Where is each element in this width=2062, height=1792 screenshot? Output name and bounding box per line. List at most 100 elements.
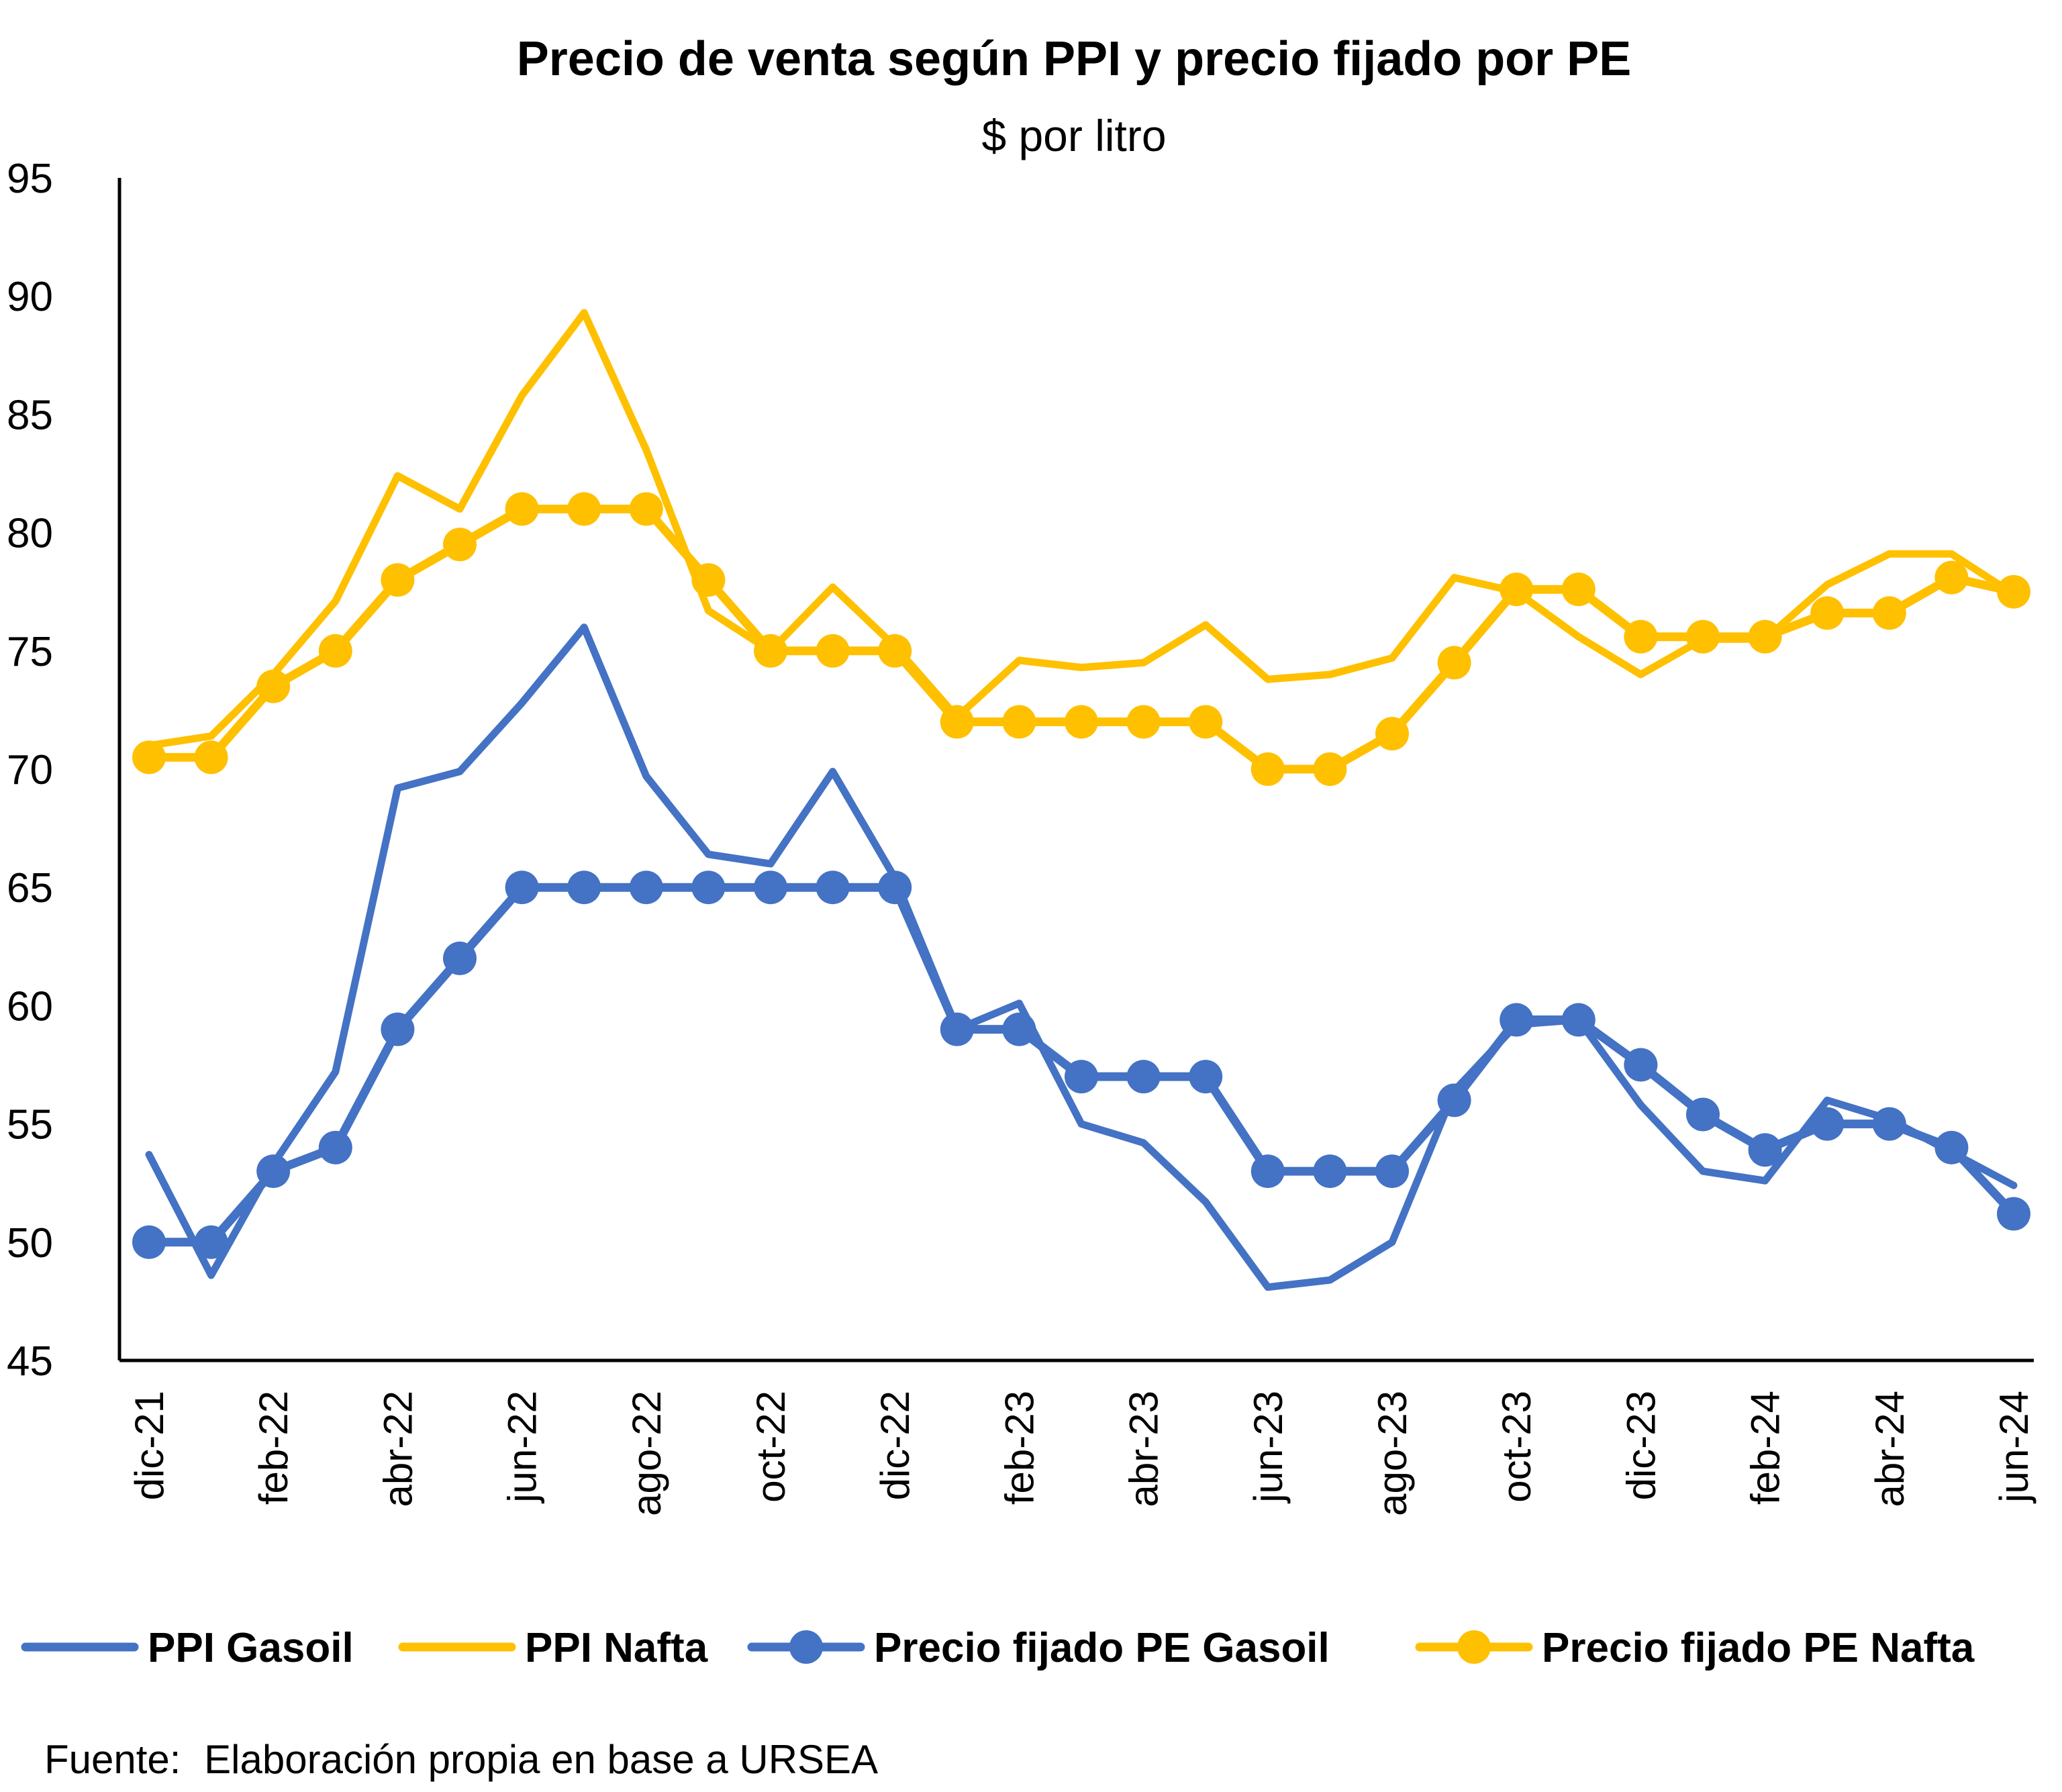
series-3: [132, 492, 2030, 786]
data-point: [1810, 1107, 1845, 1141]
legend-label: PPI Nafta: [525, 1625, 708, 1671]
data-point: [256, 1154, 291, 1189]
x-tick-label: ago-22: [624, 1391, 669, 1516]
data-point: [691, 870, 726, 905]
data-point: [381, 1012, 415, 1046]
data-point: [1065, 1060, 1098, 1094]
data-point: [816, 870, 850, 905]
x-tick-label: jun-23: [1246, 1391, 1291, 1504]
series-layer: [132, 309, 2030, 1291]
data-point: [1748, 619, 1782, 654]
legend-label: PPI Gasoil: [148, 1625, 354, 1671]
data-point: [754, 870, 787, 905]
data-point: [318, 1130, 352, 1164]
data-point: [1375, 717, 1409, 751]
data-point: [1126, 1060, 1161, 1094]
data-point: [629, 492, 663, 526]
y-tick-label: 75: [7, 629, 53, 675]
y-tick-label: 55: [7, 1102, 53, 1148]
data-point: [1250, 752, 1285, 786]
x-tick-label: ago-23: [1370, 1391, 1415, 1516]
data-point: [132, 740, 166, 775]
data-point: [567, 492, 601, 526]
data-point: [1500, 1003, 1534, 1037]
data-point: [1997, 575, 2030, 609]
data-point: [1065, 705, 1098, 739]
data-point: [1872, 1107, 1906, 1141]
legend-marker: [789, 1630, 823, 1664]
data-point: [1375, 1154, 1409, 1189]
data-point: [878, 870, 912, 905]
x-tick-label: feb-24: [1743, 1391, 1788, 1505]
data-point: [940, 1012, 974, 1046]
data-point: [1313, 1154, 1347, 1189]
legend-marker: [1457, 1630, 1491, 1664]
legend-label: Precio fijado PE Gasoil: [874, 1625, 1330, 1671]
y-tick-label: 85: [7, 392, 53, 438]
series-0: [145, 624, 2018, 1291]
data-point: [318, 634, 352, 668]
legend-item: Precio fijado PE Gasoil: [747, 1625, 1330, 1671]
legend: PPI Gasoil PPI Nafta Precio fijado PE Gaso…: [21, 1625, 1975, 1671]
data-point: [256, 669, 291, 703]
data-point: [1500, 573, 1534, 607]
y-tick-label: 65: [7, 865, 53, 911]
legend-label: Precio fijado PE Nafta: [1542, 1625, 1975, 1671]
data-point: [1748, 1133, 1782, 1167]
y-tick-label: 50: [7, 1220, 53, 1266]
data-point: [1126, 705, 1161, 739]
x-axis: dic-21 feb-22 abr-22 jun-22 ago-22 oct-22 dic-…: [119, 1358, 2036, 1516]
data-point: [194, 1225, 228, 1259]
data-point: [1189, 705, 1223, 739]
x-tick-label: dic-22: [873, 1391, 918, 1500]
data-point: [567, 870, 601, 905]
series-2: [132, 870, 2030, 1259]
legend-item: Precio fijado PE Nafta: [1415, 1625, 1975, 1671]
legend-item: PPI Gasoil: [21, 1625, 354, 1671]
source-text: Elaboración propia en base a URSEA: [204, 1737, 878, 1782]
data-point: [1624, 619, 1658, 654]
x-tick-label: dic-23: [1618, 1391, 1663, 1500]
data-point: [1002, 1012, 1036, 1046]
series-1: [145, 309, 2018, 750]
source-label: Fuente:: [44, 1737, 181, 1782]
x-tick-label: abr-24: [1867, 1391, 1912, 1507]
y-tick-label: 95: [7, 156, 53, 202]
x-tick-label: jun-24: [1992, 1391, 2036, 1504]
y-tick-label: 90: [7, 274, 53, 320]
x-tick-label: jun-22: [500, 1391, 545, 1504]
data-point: [1872, 596, 1906, 630]
data-point: [754, 634, 787, 668]
x-tick-label: feb-23: [997, 1391, 1042, 1505]
data-point: [1934, 560, 1969, 595]
y-tick-label: 45: [7, 1338, 53, 1385]
y-tick-label: 70: [7, 747, 53, 793]
data-point: [1810, 596, 1845, 630]
x-tick-label: dic-21: [127, 1391, 172, 1500]
data-point: [381, 563, 415, 597]
data-point: [1189, 1060, 1223, 1094]
data-point: [132, 1225, 166, 1259]
chart-subtitle: $ por litro: [981, 111, 1166, 160]
data-point: [1624, 1048, 1658, 1082]
data-point: [1686, 619, 1720, 654]
data-point: [1997, 1197, 2030, 1231]
data-point: [1437, 1083, 1471, 1117]
data-point: [1437, 646, 1471, 680]
series-line: [145, 309, 2018, 750]
y-axis: 45 50 55 60 65 70 75 80 85 90 95: [7, 156, 121, 1385]
data-point: [443, 941, 477, 975]
x-tick-label: feb-22: [251, 1391, 296, 1505]
legend-item: PPI Nafta: [398, 1625, 708, 1671]
data-point: [1934, 1130, 1969, 1164]
data-point: [1561, 1003, 1595, 1037]
series-line: [145, 624, 2018, 1291]
y-tick-label: 80: [7, 511, 53, 557]
chart-title: Precio de venta según PPI y precio fijad…: [517, 32, 1631, 86]
data-point: [816, 634, 850, 668]
data-point: [505, 870, 539, 905]
data-point: [505, 492, 539, 526]
x-tick-label: oct-23: [1494, 1391, 1539, 1503]
data-point: [443, 528, 477, 562]
